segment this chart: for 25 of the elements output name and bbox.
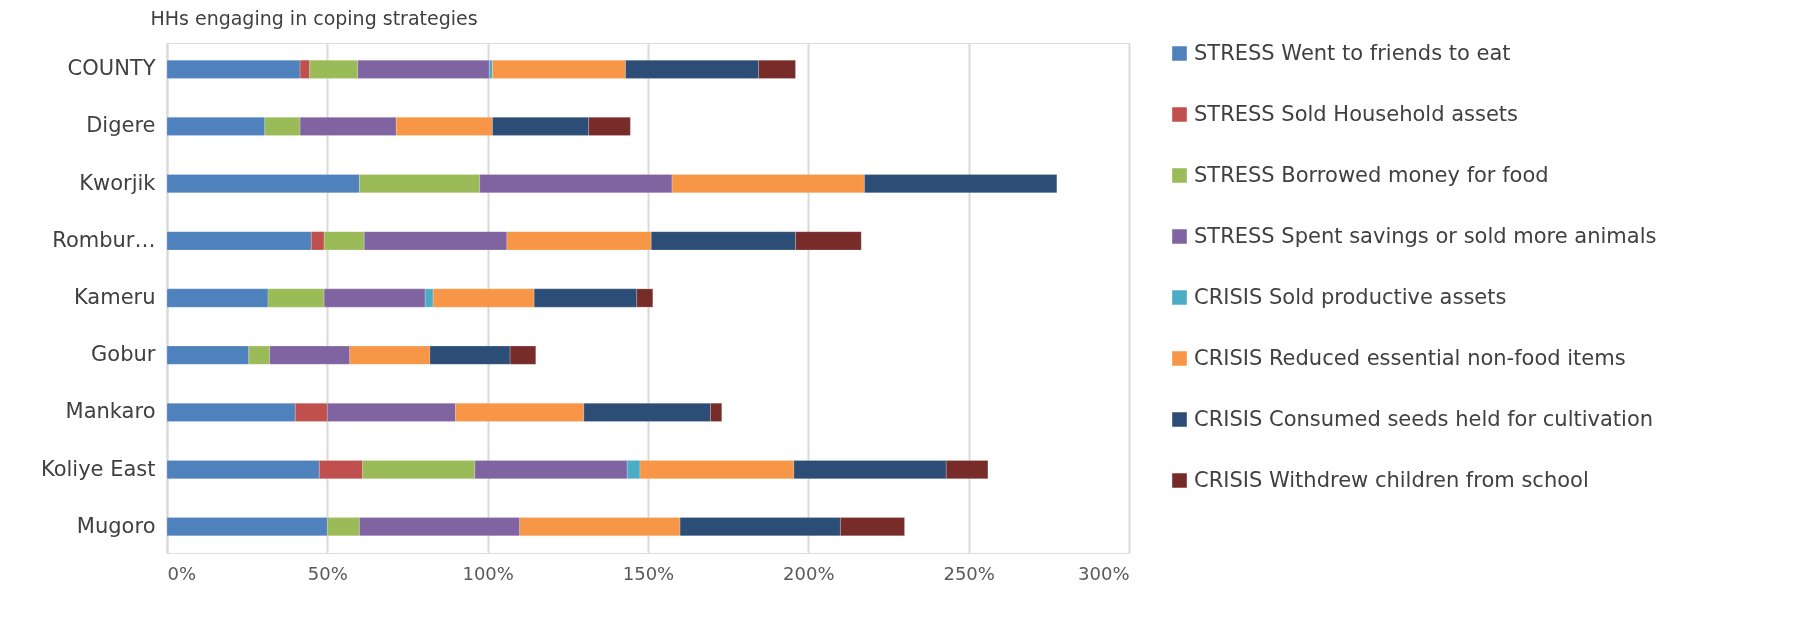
legend-label: STRESS Sold Household assets — [1194, 101, 1519, 126]
y-tick-label: Mankaro — [65, 399, 156, 424]
legend-label: STRESS Spent savings or sold more animals — [1194, 223, 1657, 248]
y-tick-label: Kameru — [73, 285, 156, 309]
legend-label: CRISIS Withdrew children from school — [1194, 467, 1589, 492]
y-tick-label: Gobur — [91, 342, 156, 367]
y-tick-label: Rombur… — [52, 227, 156, 252]
y-tick-label: Koliye East — [40, 456, 156, 481]
y-tick-label: Mugoro — [76, 513, 156, 538]
x-tick-label: 250% — [943, 562, 995, 584]
x-tick-label: 100% — [462, 562, 514, 584]
legend-label: CRISIS Reduced essential non-food items — [1194, 345, 1626, 370]
y-tick-label: COUNTY — [67, 56, 156, 81]
x-tick-label: 0% — [167, 562, 197, 584]
legend-label: CRISIS Consumed seeds held for cultivation — [1194, 406, 1654, 431]
y-tick-label: Digere — [86, 113, 156, 138]
x-tick-label: 150% — [622, 562, 675, 584]
x-tick-label: 200% — [783, 562, 835, 584]
chart-title: HHs engaging in coping strategies — [150, 7, 478, 29]
legend-label: STRESS Went to friends to eat — [1194, 40, 1511, 65]
y-tick-label: Kworjik — [79, 170, 157, 195]
x-tick-label: 300% — [1078, 562, 1130, 584]
x-tick-label: 50% — [307, 562, 348, 584]
legend-label: STRESS Borrowed money for food — [1194, 162, 1549, 187]
legend-label: CRISIS Sold productive assets — [1194, 284, 1507, 309]
